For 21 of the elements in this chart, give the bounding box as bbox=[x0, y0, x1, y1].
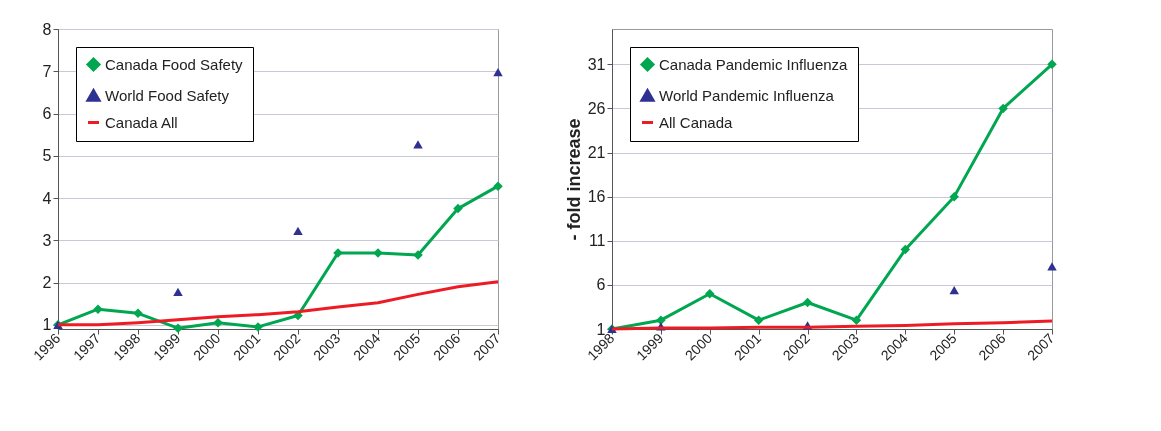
y-tick-label: 6 bbox=[42, 105, 52, 123]
y-tick-label: 6 bbox=[596, 276, 606, 294]
legend-label: All Canada bbox=[659, 113, 734, 131]
y-tick-label: 1 bbox=[42, 316, 52, 334]
y-tick-label: 21 bbox=[587, 144, 606, 162]
y-tick-label: 8 bbox=[42, 20, 52, 38]
legend-label: Canada Food Safety bbox=[105, 55, 244, 73]
y-tick-label: 2 bbox=[42, 274, 52, 292]
y-tick-label: 31 bbox=[587, 55, 606, 73]
y-tick-label: 3 bbox=[42, 231, 52, 249]
legend-label: Canada All bbox=[105, 113, 178, 131]
y-tick-label: 26 bbox=[587, 99, 606, 117]
y-tick-label: 5 bbox=[42, 147, 52, 165]
legend-label: World Food Safety bbox=[105, 86, 230, 104]
y-tick-label: 16 bbox=[587, 188, 606, 206]
y-tick-label: 11 bbox=[588, 232, 606, 250]
y-tick-label: 4 bbox=[42, 189, 52, 207]
legend-label: World Pandemic Influenza bbox=[659, 86, 835, 104]
y-tick-label: 7 bbox=[42, 62, 52, 80]
legend-label: Canada Pandemic Influenza bbox=[659, 55, 849, 73]
y-axis-title: - fold increase bbox=[563, 118, 584, 241]
